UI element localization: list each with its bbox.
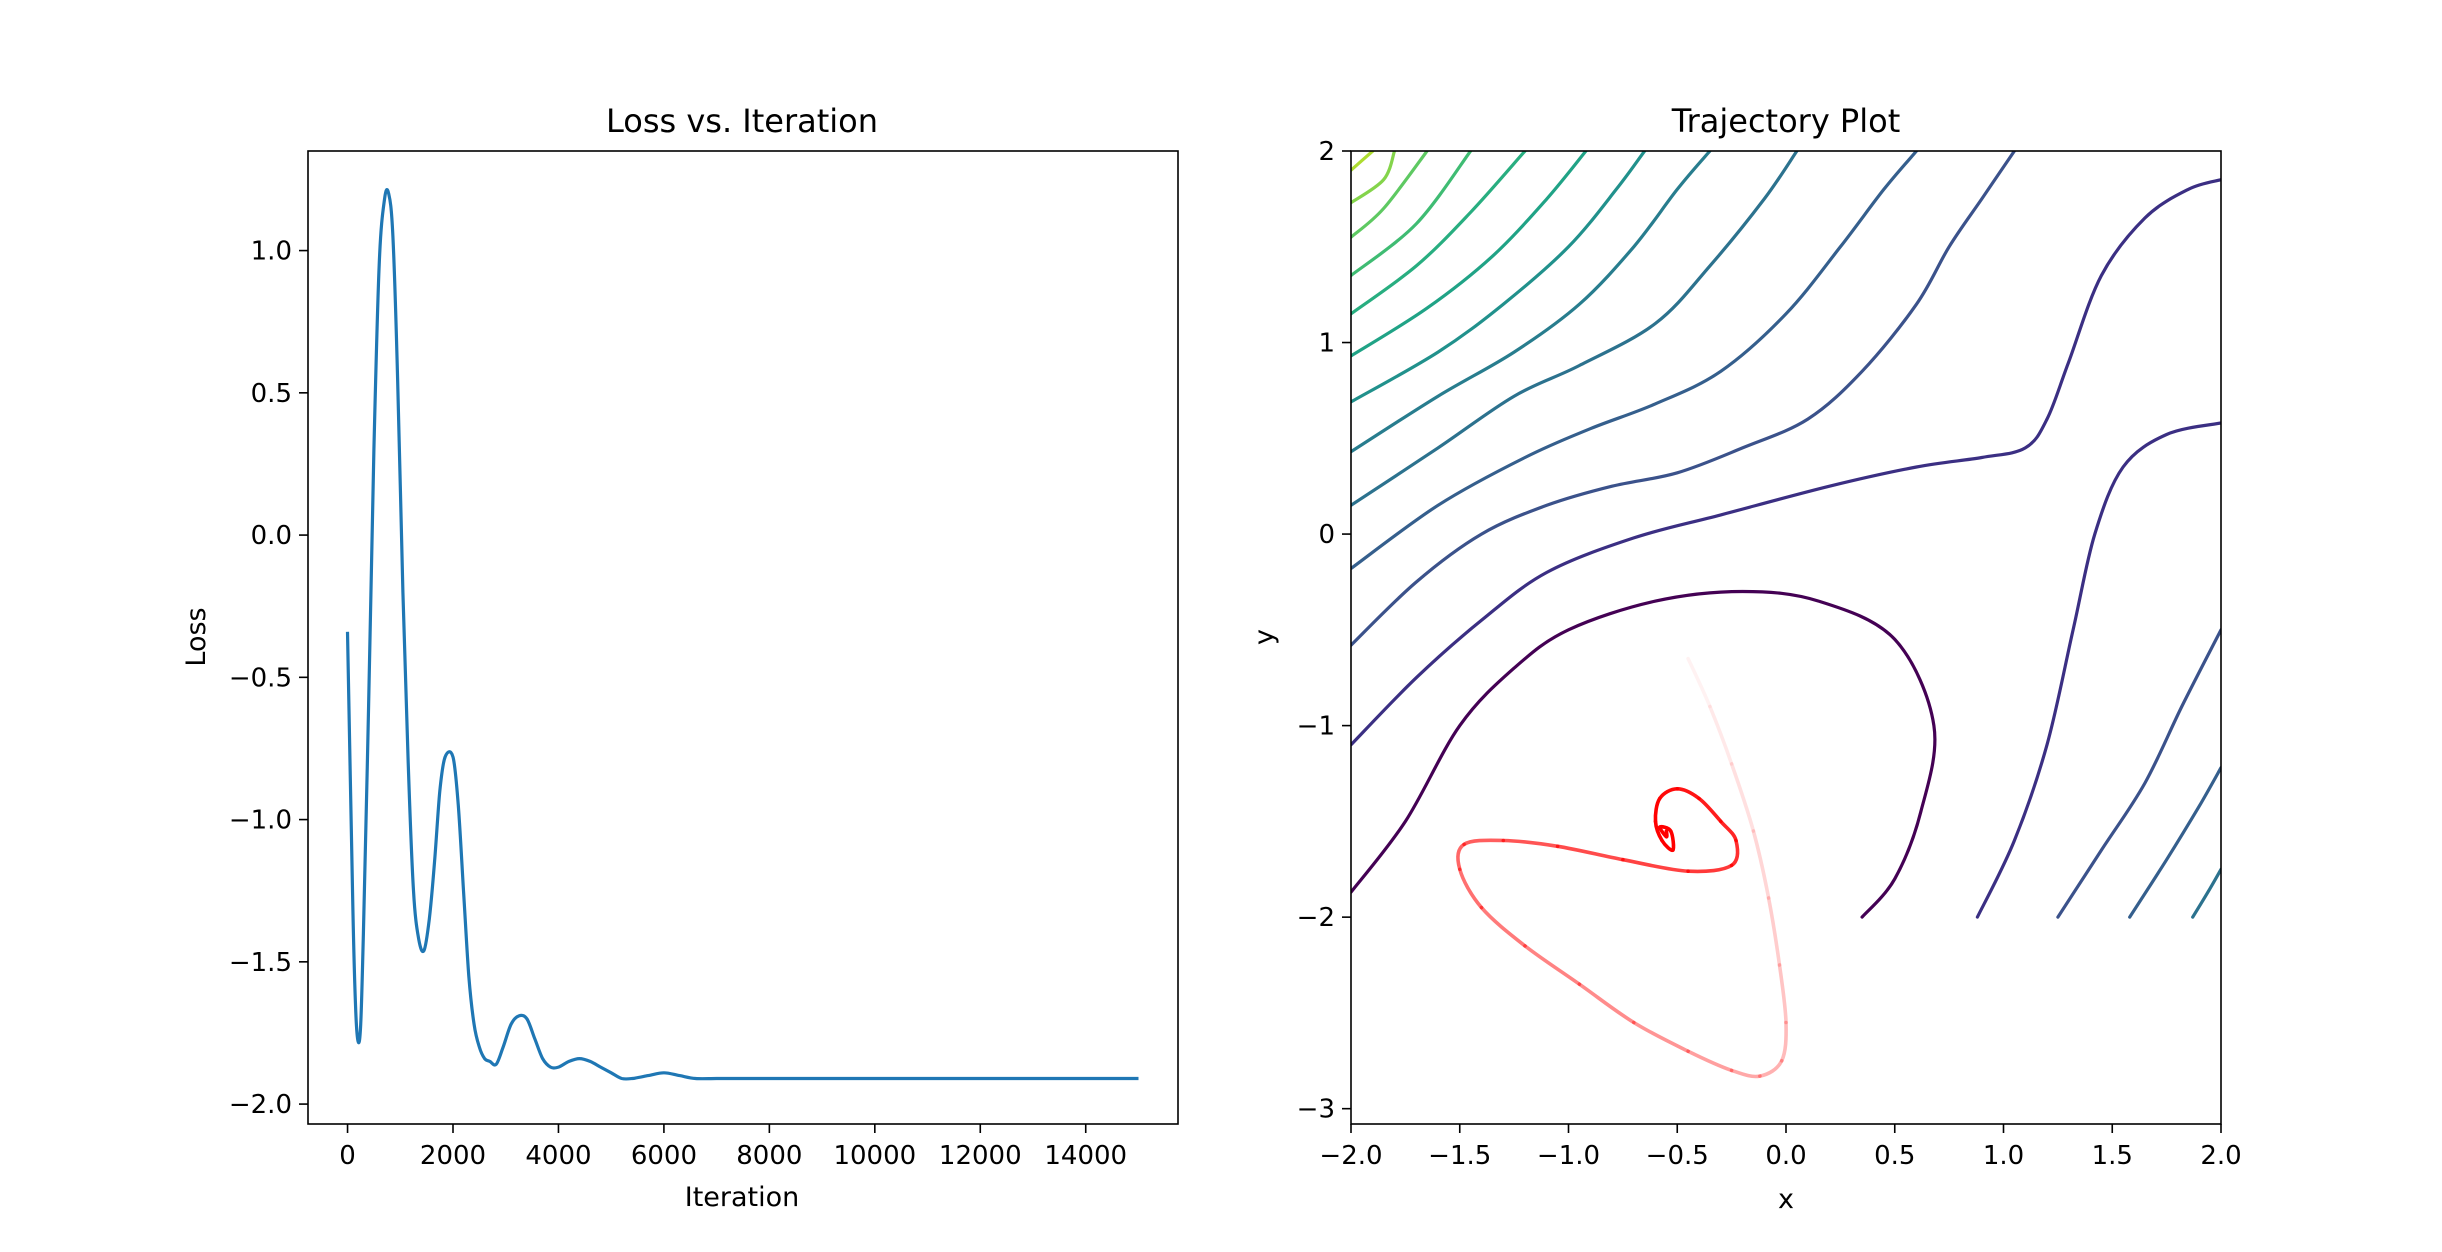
loss-axes-frame: [307, 150, 1179, 1125]
loss-y-tick-label: 0.5: [251, 379, 292, 409]
trajectory-x-ticks: −2.0 −1.5 −1.0 −0.5 0.0 0.5 1.0 1.5 2.0: [1319, 1124, 2242, 1171]
trajectory-path: [1456, 656, 1788, 1079]
contour-line: [1351, 151, 1527, 316]
loss-series-line: [345, 188, 1139, 1081]
loss-x-tick-label: 0: [339, 1141, 356, 1171]
loss-chart: Loss vs. Iteration 0 2000 4000 6000 8000 1000…: [181, 102, 1179, 1213]
contour-line: [2128, 766, 2221, 919]
trajectory-segment: [1766, 896, 1782, 967]
trajectory-segment: [1479, 905, 1527, 948]
trajectory-segment: [1729, 762, 1756, 833]
trajectory-segment: [1779, 1020, 1788, 1063]
contour-line: [2056, 628, 2221, 919]
contour-line: [1351, 178, 2221, 747]
contour-lines: [1351, 151, 2221, 919]
trajectory-x-axis-label: x: [1778, 1184, 1794, 1215]
trajectory-y-axis-label: y: [1249, 629, 1280, 645]
loss-x-tick-label: 14000: [1044, 1141, 1127, 1171]
contour-line: [1351, 151, 1919, 571]
trajectory-segment: [1523, 944, 1582, 986]
loss-x-tick-label: 6000: [631, 1141, 697, 1171]
trajectory-y-tick-label: −3: [1297, 1095, 1335, 1125]
loss-y-tick-label: −1.0: [229, 806, 292, 836]
contour-line: [1351, 151, 1429, 239]
loss-x-ticks: 0 2000 4000 6000 8000 10000 12000 14000: [339, 1124, 1127, 1171]
trajectory-segment: [1729, 1068, 1762, 1079]
trajectory-segment: [1501, 838, 1560, 849]
loss-x-tick-label: 8000: [736, 1141, 802, 1171]
trajectory-chart-title: Trajectory Plot: [1671, 102, 1900, 140]
loss-y-tick-label: −2.0: [229, 1090, 292, 1120]
trajectory-y-tick-label: −1: [1297, 712, 1335, 742]
trajectory-segment: [1708, 704, 1734, 766]
trajectory-x-tick-label: −0.5: [1646, 1141, 1709, 1171]
contour-line: [1351, 151, 1397, 205]
contour-line: [1351, 151, 1799, 507]
contour-line: [1351, 151, 1473, 278]
loss-y-axis-label: Loss: [181, 607, 212, 666]
trajectory-y-ticks: −3 −2 −1 0 1 2: [1297, 137, 1351, 1125]
contour-line: [1351, 151, 1712, 454]
trajectory-x-tick-label: −1.0: [1537, 1141, 1600, 1171]
loss-x-tick-label: 12000: [939, 1141, 1022, 1171]
trajectory-segment: [1751, 829, 1771, 900]
trajectory-y-tick-label: 2: [1318, 137, 1335, 167]
loss-x-axis-label: Iteration: [685, 1182, 800, 1213]
trajectory-x-tick-label: 1.5: [2092, 1141, 2133, 1171]
trajectory-segment: [1458, 867, 1484, 910]
trajectory-x-tick-label: 0.5: [1874, 1141, 1915, 1171]
contour-line: [1975, 421, 2221, 919]
trajectory-segment: [1758, 1059, 1784, 1078]
loss-chart-title: Loss vs. Iteration: [606, 102, 878, 140]
trajectory-segment: [1462, 838, 1506, 847]
trajectory-segment: [1777, 963, 1788, 1025]
loss-x-tick-label: 10000: [833, 1141, 916, 1171]
loss-y-tick-label: −1.5: [229, 948, 292, 978]
loss-y-tick-label: 0.0: [251, 521, 292, 551]
trajectory-x-tick-label: −2.0: [1319, 1141, 1382, 1171]
trajectory-segment: [1653, 796, 1662, 824]
loss-y-tick-label: −0.5: [229, 663, 292, 693]
contour-line: [1351, 151, 1647, 404]
trajectory-segment: [1555, 844, 1625, 862]
trajectory-segment: [1686, 863, 1734, 874]
contour-line: [1351, 151, 1588, 358]
trajectory-segment: [1686, 1049, 1734, 1073]
contour-line: [1351, 589, 1937, 919]
trajectory-segment: [1577, 982, 1636, 1025]
loss-plot-area: [345, 188, 1139, 1081]
loss-y-tick-label: 1.0: [251, 237, 292, 267]
loss-x-tick-label: 2000: [420, 1141, 486, 1171]
contour-line: [1351, 151, 1375, 172]
trajectory-x-tick-label: 2.0: [2200, 1141, 2241, 1171]
trajectory-y-tick-label: 1: [1318, 329, 1335, 359]
trajectory-x-tick-label: 0.0: [1765, 1141, 1806, 1171]
trajectory-chart: Trajectory Plot −2.0 −1.5 −1.0 −0.5 0.0 0.5 1.…: [1249, 102, 2242, 1215]
trajectory-segment: [1632, 1020, 1690, 1053]
trajectory-segment: [1686, 656, 1712, 709]
trajectory-x-tick-label: −1.5: [1428, 1141, 1491, 1171]
trajectory-segment: [1719, 819, 1738, 843]
loss-y-ticks: −2.0 −1.5 −1.0 −0.5 0.0 0.5 1.0: [229, 237, 308, 1120]
trajectory-segment: [1697, 796, 1723, 824]
trajectory-segment: [1456, 842, 1466, 872]
trajectory-x-tick-label: 1.0: [1983, 1141, 2024, 1171]
trajectory-y-tick-label: −2: [1297, 903, 1335, 933]
trajectory-segment: [1729, 838, 1740, 868]
trajectory-segment: [1621, 857, 1690, 873]
loss-x-tick-label: 4000: [525, 1141, 591, 1171]
trajectory-y-tick-label: 0: [1318, 520, 1335, 550]
contour-line: [2191, 867, 2221, 919]
contour-line: [1351, 151, 2016, 647]
